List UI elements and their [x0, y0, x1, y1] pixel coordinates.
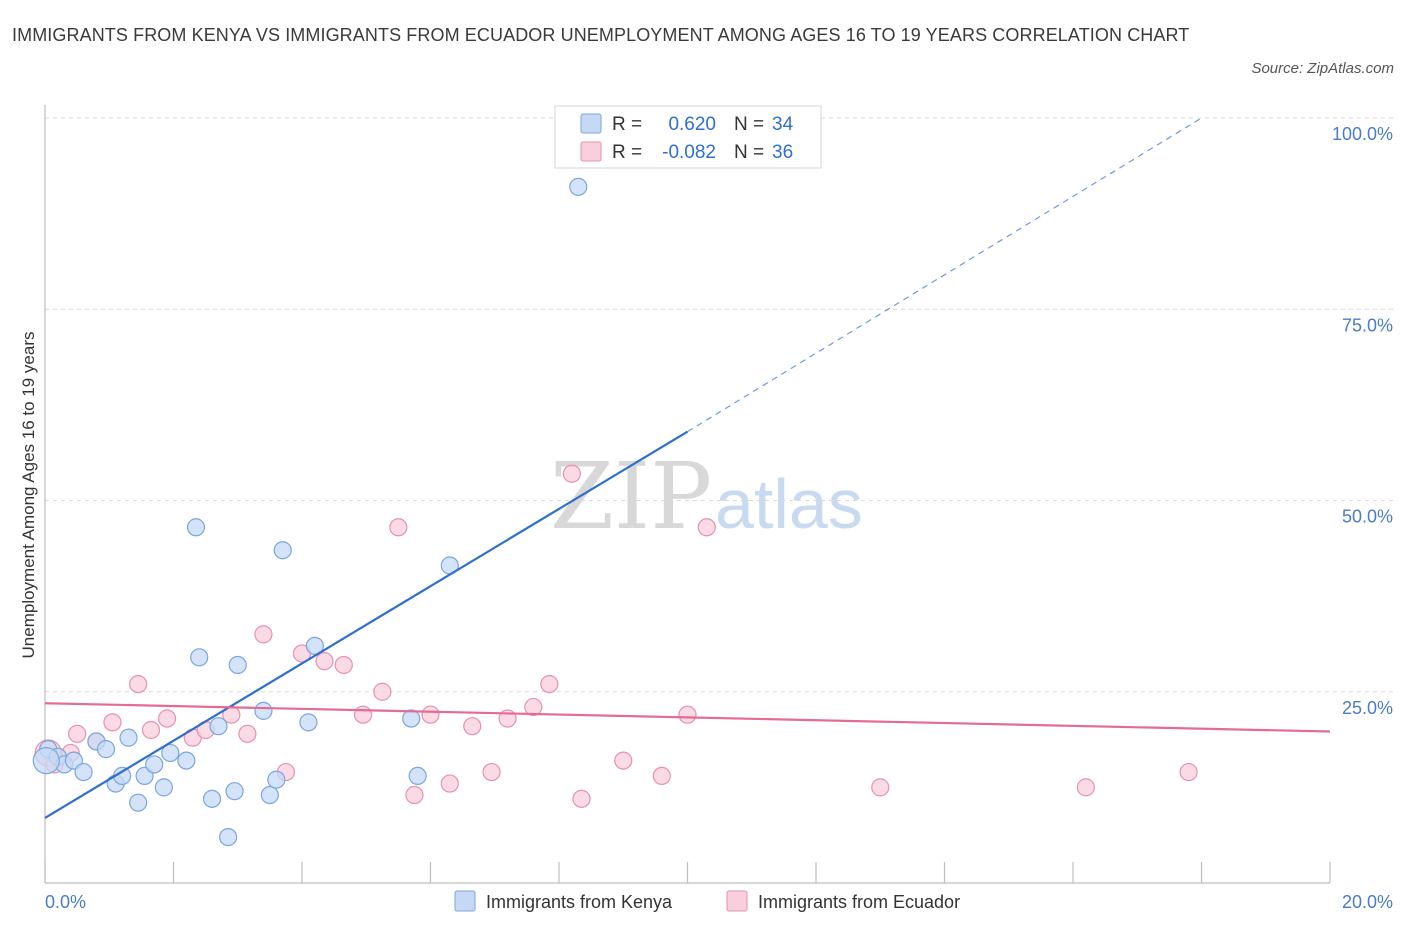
ecuador-point	[389, 518, 408, 537]
ecuador-r-label: R =	[612, 142, 642, 163]
ecuador-point	[157, 709, 177, 728]
y-tick-label: 100.0%	[1332, 124, 1393, 144]
bottom-legend-ecuador-swatch	[726, 890, 748, 912]
kenya-point	[219, 827, 238, 847]
kenya-legend-swatch	[580, 113, 602, 134]
ecuador-point	[871, 778, 890, 797]
stats-legend: R = 0.620 N = 34 R = -0.082 N = 36	[554, 105, 822, 169]
ecuador-point	[141, 720, 161, 740]
ecuador-point	[315, 652, 334, 671]
kenya-point	[305, 636, 324, 655]
kenya-point	[190, 648, 209, 667]
watermark-zip: ZIP	[550, 443, 712, 550]
kenya-point	[267, 770, 286, 789]
kenya-point	[225, 782, 244, 801]
ecuador-point	[334, 655, 353, 675]
ecuador-point	[463, 717, 482, 736]
kenya-point	[228, 655, 247, 675]
ecuador-point	[254, 625, 273, 644]
x-tick-label-max: 20.0%	[1342, 892, 1393, 912]
ecuador-point	[440, 774, 459, 793]
ecuador-point	[373, 682, 392, 701]
watermark-atlas: atlas	[715, 465, 863, 543]
ecuador-point	[524, 697, 543, 717]
gridlines	[45, 117, 1393, 693]
y-tick-label: 50.0%	[1342, 507, 1393, 527]
kenya-point	[209, 717, 228, 736]
ecuador-n-value: 36	[772, 142, 793, 163]
kenya-point	[161, 743, 180, 763]
y-tick-label: 25.0%	[1342, 698, 1393, 718]
kenya-n-value: 34	[772, 114, 794, 135]
kenya-point	[74, 762, 93, 782]
ecuador-point	[353, 705, 373, 724]
kenya-n-label: N =	[734, 114, 764, 135]
ecuador-n-label: N =	[734, 142, 764, 163]
kenya-point	[569, 177, 588, 196]
ecuador-point	[421, 705, 440, 724]
x-tick-label-min: 0.0%	[45, 892, 86, 912]
ecuador-point	[405, 785, 424, 805]
kenya-point	[260, 785, 279, 805]
kenya-point	[402, 709, 421, 728]
kenya-series	[32, 177, 588, 847]
chart-title: IMMIGRANTS FROM KENYA VS IMMIGRANTS FROM…	[12, 25, 1190, 45]
ecuador-trend-line	[44, 702, 1331, 733]
y-tick-label: 75.0%	[1342, 315, 1393, 335]
y-axis-label: Unemployment Among Ages 16 to 19 years	[19, 332, 38, 659]
kenya-trend-line	[44, 430, 689, 819]
ecuador-point	[572, 789, 591, 808]
y-tick-labels: 25.0% 50.0% 75.0% 100.0%	[1332, 124, 1393, 718]
bottom-legend-kenya-label: Immigrants from Kenya	[486, 892, 673, 912]
ecuador-point	[562, 464, 581, 483]
x-ticks	[44, 862, 1331, 883]
ecuador-point	[68, 724, 87, 743]
ecuador-point	[238, 724, 257, 743]
kenya-point	[154, 778, 173, 797]
bottom-legend-kenya-swatch	[454, 890, 476, 912]
ecuador-point	[697, 518, 716, 537]
kenya-trend-extension	[687, 117, 1202, 433]
source-label: Source: ZipAtlas.com	[1251, 60, 1394, 77]
ecuador-point	[614, 751, 633, 770]
trend-lines	[44, 117, 1331, 819]
kenya-point	[96, 740, 116, 759]
bottom-legend: Immigrants from Kenya Immigrants from Ec…	[454, 890, 960, 912]
ecuador-point	[678, 705, 697, 724]
kenya-r-label: R =	[612, 114, 642, 135]
ecuador-r-value: -0.082	[662, 142, 716, 163]
kenya-point	[202, 789, 222, 808]
kenya-point	[129, 793, 148, 812]
ecuador-point	[103, 713, 122, 732]
kenya-point	[273, 541, 292, 560]
ecuador-point	[652, 766, 671, 786]
ecuador-point	[1076, 778, 1095, 797]
ecuador-point	[540, 674, 559, 694]
kenya-point	[186, 518, 206, 537]
kenya-point	[299, 713, 318, 732]
ecuador-point	[129, 674, 148, 694]
ecuador-point	[1179, 762, 1198, 782]
kenya-point	[145, 755, 164, 774]
ecuador-series	[34, 464, 1198, 808]
kenya-point	[177, 751, 196, 770]
kenya-point	[254, 701, 273, 720]
kenya-r-value: 0.620	[668, 114, 716, 135]
kenya-point	[408, 766, 427, 786]
bottom-legend-ecuador-label: Immigrants from Ecuador	[758, 892, 960, 912]
ecuador-legend-swatch	[580, 141, 602, 162]
ecuador-point	[482, 762, 501, 782]
kenya-point	[32, 746, 60, 775]
kenya-point	[119, 728, 138, 747]
